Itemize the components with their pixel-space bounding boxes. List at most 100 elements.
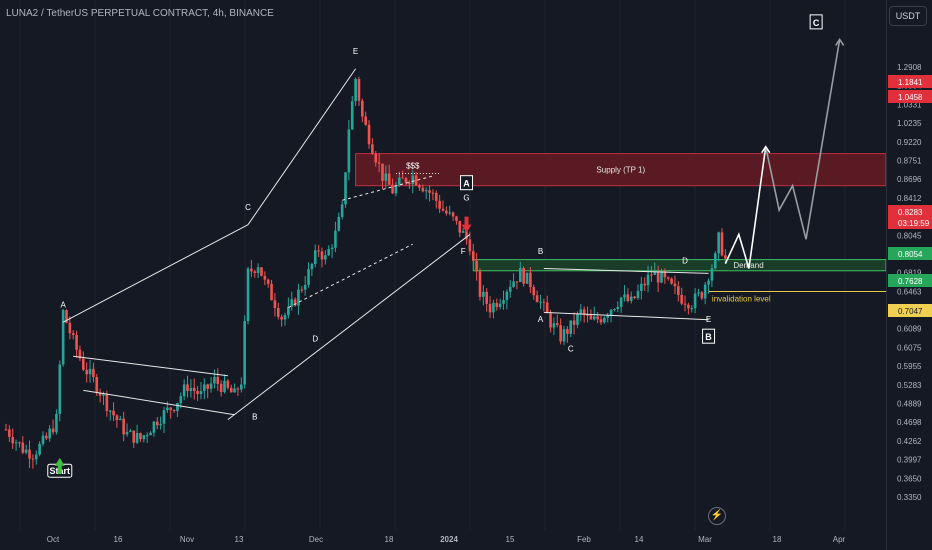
projection-arrowhead-far: [834, 38, 845, 46]
wave-label: C: [245, 203, 251, 212]
candle-body: [276, 308, 280, 317]
candle-body: [687, 304, 690, 309]
candle-body: [532, 287, 536, 296]
candle-body: [643, 283, 646, 286]
y-axis-tick: 0.3650: [897, 474, 922, 483]
candle-body: [609, 309, 613, 316]
candle-body: [145, 435, 149, 437]
candle-body: [340, 204, 344, 217]
candle-body: [589, 315, 593, 320]
y-axis-tick: 0.8412: [897, 194, 922, 203]
candle-body: [233, 388, 236, 393]
candle-body: [307, 269, 310, 285]
x-axis-tick: Nov: [180, 535, 194, 544]
candle-body: [495, 302, 499, 307]
candle-body: [535, 295, 539, 303]
candle-body: [374, 153, 378, 163]
candle-body: [34, 454, 38, 460]
candle-body: [102, 394, 105, 396]
wave-label-box: [702, 328, 716, 344]
candle-body: [28, 449, 31, 459]
x-axis-tick: Feb: [577, 535, 591, 544]
candle-body: [660, 271, 663, 283]
candle-body: [482, 291, 485, 297]
candle-body: [58, 364, 62, 414]
y-axis-tick: 0.3997: [897, 456, 922, 465]
candle-body: [606, 315, 610, 318]
price-tag-label: 0.8054: [898, 250, 923, 259]
candle-body: [246, 268, 250, 322]
candle-body: [334, 230, 337, 248]
candle-body: [344, 172, 347, 205]
candle-body: [522, 268, 525, 284]
projection-path-near: [724, 146, 767, 269]
candle-body: [468, 239, 472, 252]
candle-body: [525, 272, 529, 284]
y-axis-tick: 0.8751: [897, 156, 922, 165]
candle-body: [428, 190, 431, 193]
candle-body: [337, 216, 341, 231]
x-axis-tick: 14: [635, 535, 644, 544]
candle-body: [414, 175, 418, 186]
candle-body: [24, 449, 28, 453]
projection-path-far: [764, 39, 841, 240]
candle-body: [539, 301, 542, 303]
candle-body: [236, 388, 240, 390]
candle-body: [243, 321, 246, 385]
candle-body: [519, 268, 522, 283]
candle-body: [394, 185, 398, 194]
candle-body: [320, 251, 324, 260]
candle-body: [512, 281, 515, 287]
invalidation-label: invalidation level: [712, 295, 771, 304]
candle-body: [186, 384, 189, 392]
wave-label: E: [706, 315, 711, 324]
currency-selector-button[interactable]: USDT: [889, 6, 927, 26]
x-axis-tick: Mar: [698, 535, 712, 544]
candle-body: [448, 212, 452, 214]
candle-body: [361, 100, 364, 117]
triangle-base-line: [543, 311, 709, 321]
candle-body: [663, 271, 667, 278]
wave-label: D: [312, 335, 318, 344]
candle-body: [431, 192, 435, 194]
candle-body: [690, 308, 694, 310]
candle-body: [650, 274, 653, 276]
candle-body: [172, 409, 176, 412]
candle-body: [569, 320, 573, 334]
candle-body: [646, 274, 650, 286]
candle-body: [31, 458, 35, 460]
price-tag: [888, 247, 932, 260]
candle-body: [65, 310, 68, 323]
candle-body: [88, 368, 92, 375]
demand-zone: [472, 259, 887, 272]
candle-body: [48, 428, 51, 439]
candle-body: [697, 292, 700, 294]
candle-body: [391, 184, 394, 194]
candle-body: [300, 289, 304, 291]
flag-upper-line: [73, 355, 228, 377]
candle-body: [465, 231, 468, 240]
supply-zone-label: Supply (TP 1): [596, 166, 645, 175]
candle-body: [586, 314, 589, 316]
candle-body: [152, 421, 156, 433]
candle-body: [579, 309, 583, 314]
wave-label: D: [682, 257, 688, 266]
candle-body: [139, 433, 142, 440]
candle-body: [324, 255, 327, 260]
down-arrow-icon: [461, 216, 472, 233]
candle-body: [603, 317, 606, 323]
candle-body: [159, 423, 162, 426]
candle-body: [283, 314, 287, 320]
candle-body: [700, 292, 704, 299]
lightning-icon[interactable]: ⚡: [708, 507, 726, 525]
candle-body: [656, 272, 660, 283]
candle-body: [280, 316, 283, 320]
candle-body: [640, 283, 643, 291]
candle-body: [71, 333, 75, 335]
candle-body: [404, 178, 408, 183]
candle-body: [408, 182, 411, 185]
candle-body: [266, 279, 270, 284]
candle-body: [196, 390, 199, 395]
